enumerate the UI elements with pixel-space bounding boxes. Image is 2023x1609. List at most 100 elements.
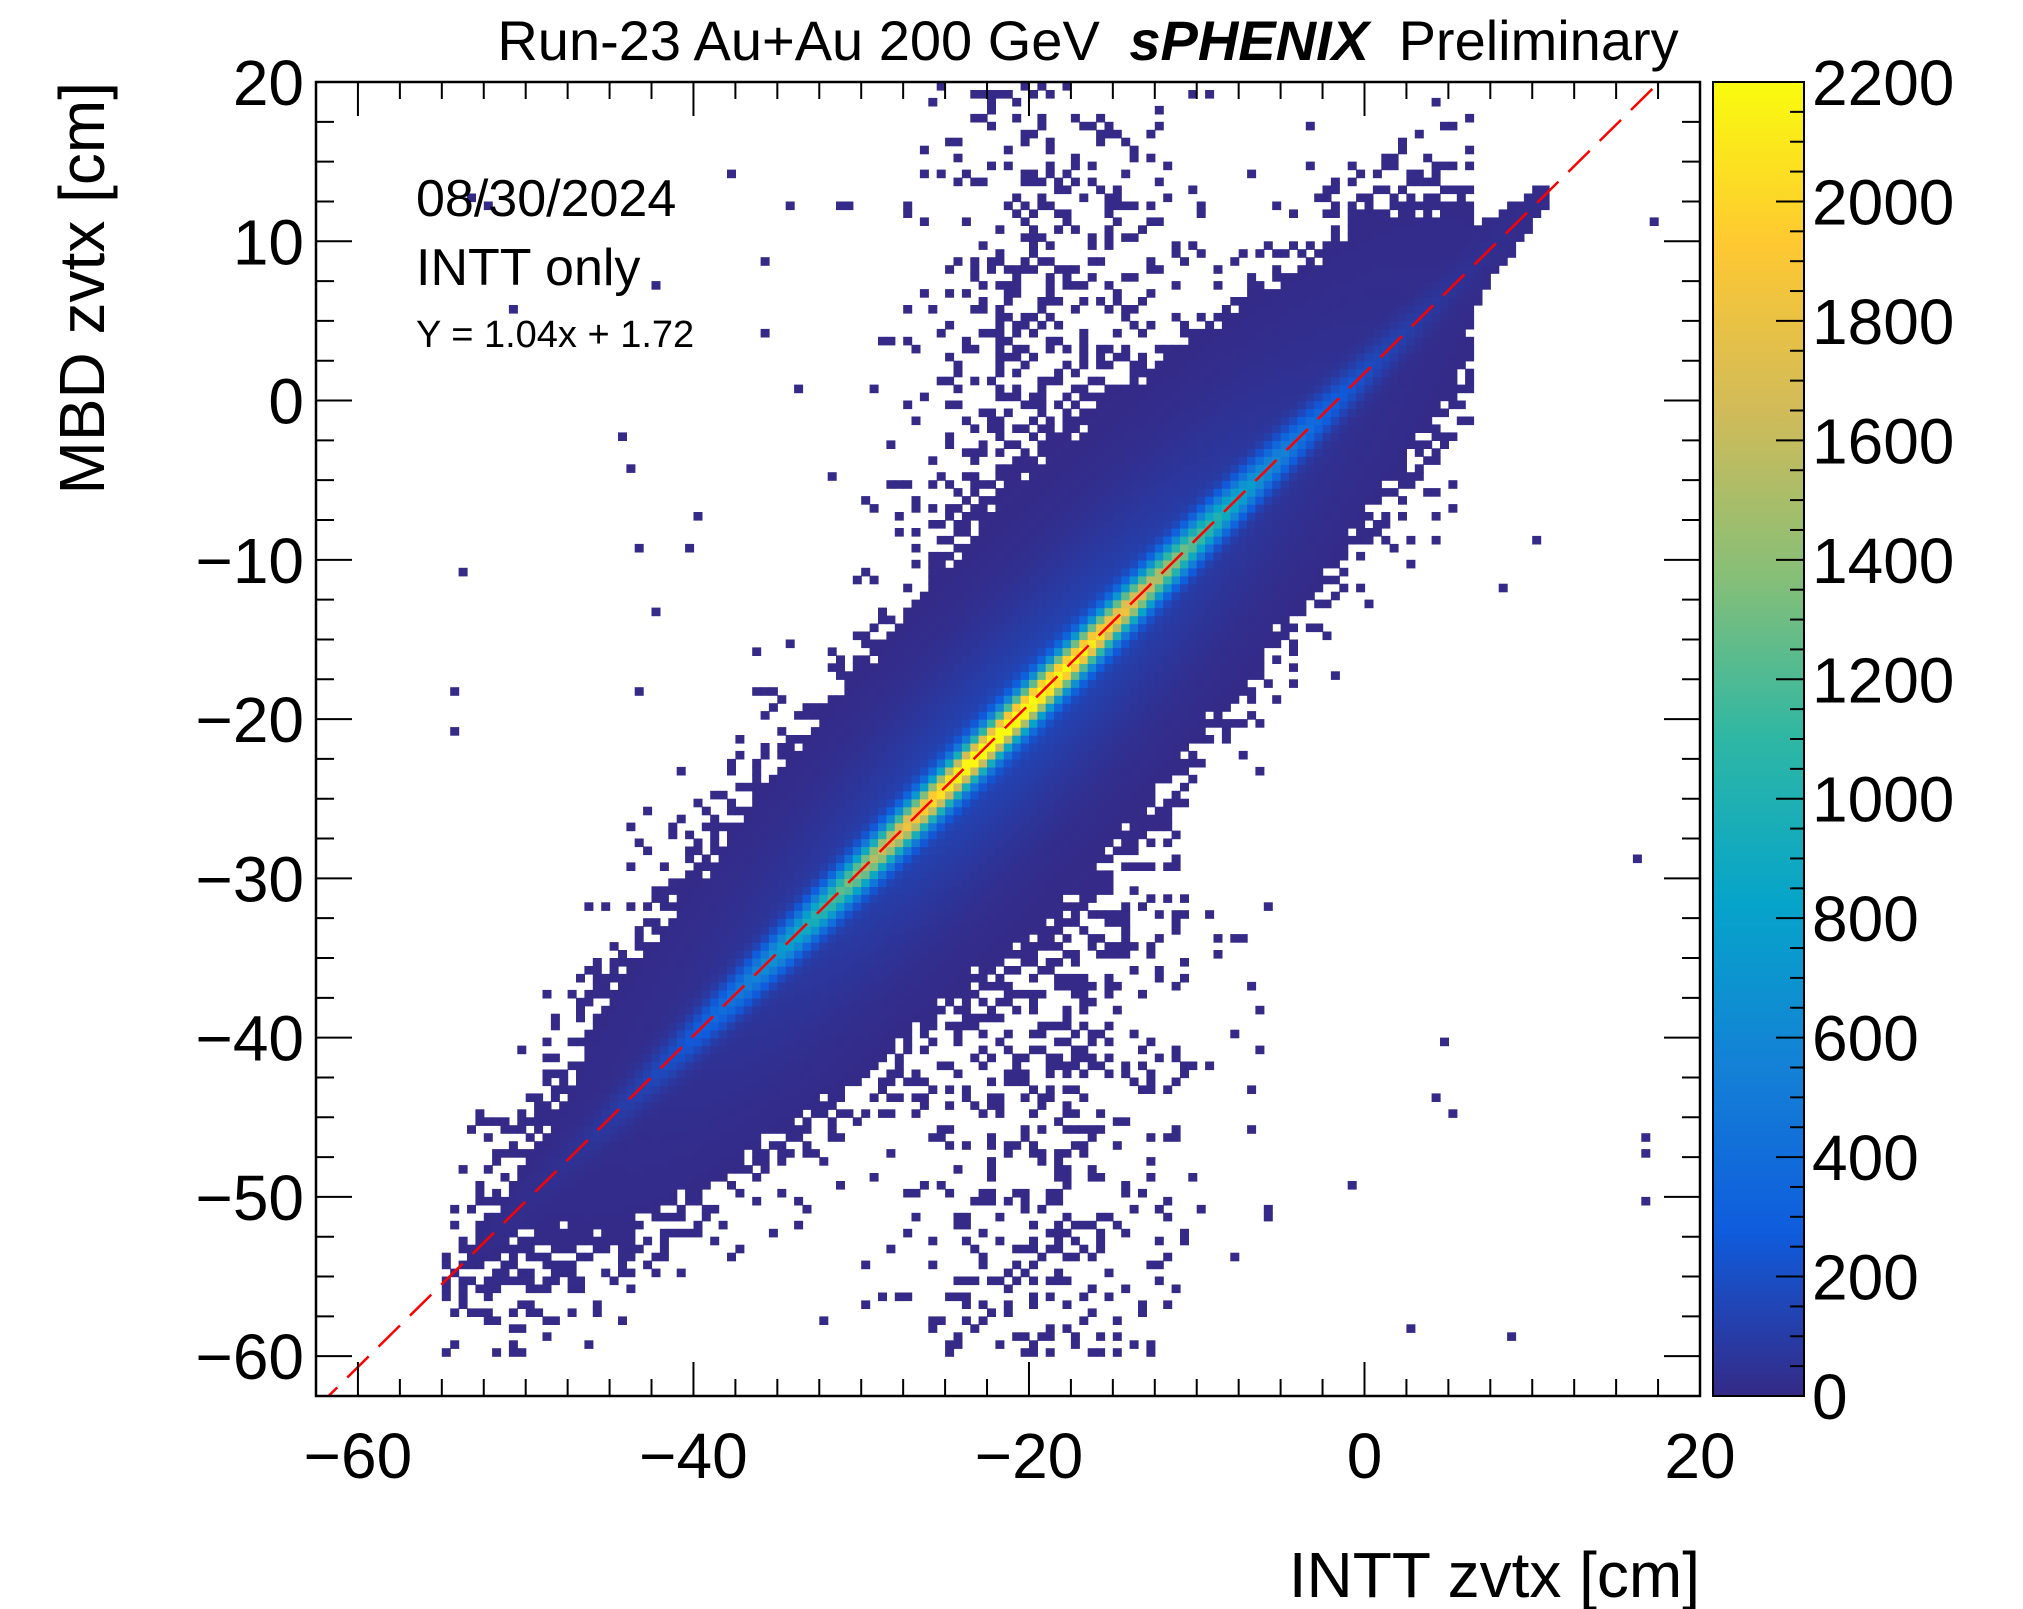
heatmap-cell	[970, 1013, 980, 1023]
heatmap-cell	[1129, 448, 1139, 457]
heatmap-cell	[492, 1252, 502, 1262]
heatmap-cell	[836, 870, 845, 879]
heatmap-cell	[567, 1181, 577, 1190]
heatmap-cell	[1003, 1196, 1013, 1206]
heatmap-cell	[1029, 1340, 1038, 1349]
heatmap-cell	[752, 687, 762, 696]
heatmap-cell	[584, 1236, 594, 1246]
heatmap-cell	[609, 1013, 619, 1023]
heatmap-cell	[1096, 543, 1106, 553]
heatmap-cell	[953, 647, 963, 656]
heatmap-cell	[886, 1109, 896, 1118]
heatmap-cell	[1146, 862, 1156, 871]
heatmap-cell	[802, 1069, 812, 1079]
heatmap-cell	[743, 1101, 753, 1110]
heatmap-cell	[676, 981, 686, 991]
heatmap-cell	[1012, 774, 1022, 784]
heatmap-cell	[659, 1188, 669, 1198]
heatmap-cell	[735, 973, 745, 983]
heatmap-cell	[987, 1013, 996, 1023]
heatmap-cell	[1104, 910, 1114, 919]
heatmap-cell	[1112, 663, 1122, 672]
heatmap-cell	[810, 1021, 820, 1031]
heatmap-cell	[1171, 1045, 1181, 1055]
heatmap-cell	[1012, 695, 1022, 704]
heatmap-cell	[861, 1029, 871, 1039]
heatmap-cell	[743, 1085, 753, 1094]
heatmap-cell	[1146, 687, 1156, 696]
heatmap-cell	[1062, 1085, 1072, 1094]
heatmap-cell	[1070, 958, 1080, 967]
heatmap-cell	[961, 647, 971, 656]
heatmap-cell	[1045, 902, 1055, 911]
heatmap-cell	[534, 1125, 544, 1134]
heatmap-cell	[743, 950, 753, 959]
heatmap-cell	[1171, 599, 1181, 609]
heatmap-cell	[936, 750, 946, 760]
heatmap-cell	[836, 1029, 845, 1039]
heatmap-cell	[1012, 838, 1022, 848]
heatmap-cell	[1054, 981, 1064, 991]
heatmap-cell	[768, 950, 778, 959]
heatmap-cell	[953, 567, 963, 577]
heatmap-cell	[693, 894, 703, 903]
heatmap-cell	[727, 798, 736, 808]
heatmap-cell	[928, 886, 938, 895]
heatmap-cell	[987, 862, 996, 871]
heatmap-cell	[735, 1037, 745, 1047]
heatmap-cell	[601, 1244, 611, 1254]
heatmap-cell	[995, 281, 1005, 290]
heatmap-cell	[1171, 440, 1181, 449]
heatmap-cell	[861, 750, 871, 760]
heatmap-cell	[928, 591, 938, 601]
heatmap-cell	[1163, 1133, 1173, 1142]
heatmap-cell	[643, 950, 653, 959]
heatmap-cell	[827, 472, 837, 481]
heatmap-cell	[1012, 281, 1022, 290]
heatmap-cell	[810, 1085, 820, 1094]
heatmap-cell	[1154, 735, 1164, 744]
heatmap-cell	[1180, 504, 1189, 513]
heatmap-cell	[961, 910, 971, 919]
heatmap-cell	[961, 543, 971, 553]
heatmap-cell	[919, 289, 929, 298]
heatmap-cell	[743, 854, 753, 864]
heatmap-cell	[1070, 981, 1080, 991]
heatmap-cell	[1054, 1228, 1064, 1238]
heatmap-cell	[701, 1165, 711, 1174]
heatmap-cell	[550, 1220, 560, 1230]
heatmap-cell	[911, 942, 921, 951]
heatmap-cell	[760, 950, 770, 959]
heatmap-cell	[886, 1149, 896, 1158]
heatmap-cell	[1180, 360, 1189, 370]
heatmap-cell	[936, 878, 946, 887]
heatmap-cell	[1045, 719, 1055, 728]
heatmap-cell	[743, 989, 753, 999]
heatmap-cell	[894, 886, 904, 895]
heatmap-cell	[1146, 647, 1156, 656]
heatmap-cell	[668, 1125, 678, 1134]
heatmap-cell	[1138, 655, 1147, 664]
heatmap-cell	[1096, 591, 1106, 601]
heatmap-cell	[743, 981, 753, 991]
heatmap-cell	[911, 997, 921, 1007]
heatmap-cell	[643, 1204, 653, 1214]
heatmap-cell	[1171, 703, 1181, 712]
heatmap-cell	[1079, 559, 1089, 569]
heatmap-cell	[1121, 488, 1131, 497]
heatmap-cell	[760, 1101, 770, 1110]
heatmap-cell	[785, 814, 795, 824]
heatmap-cell	[1104, 679, 1114, 688]
heatmap-cell	[878, 703, 887, 712]
heatmap-cell	[903, 719, 913, 728]
heatmap-cell	[1079, 456, 1089, 465]
heatmap-cell	[802, 854, 812, 864]
heatmap-cell	[1146, 607, 1156, 617]
heatmap-cell	[1087, 376, 1097, 386]
heatmap-cell	[970, 535, 980, 545]
heatmap-cell	[668, 1173, 678, 1182]
heatmap-cell	[693, 1141, 703, 1150]
heatmap-cell	[1154, 758, 1164, 768]
heatmap-cell	[1062, 360, 1072, 370]
heatmap-cell	[1012, 647, 1022, 656]
